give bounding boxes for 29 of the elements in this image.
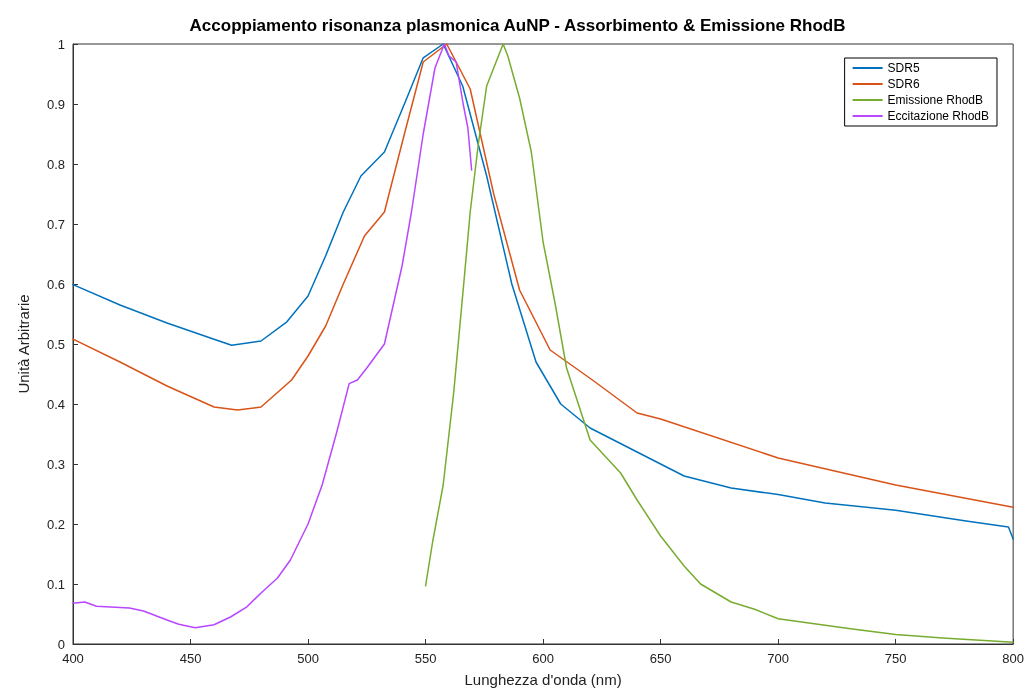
legend-label: SDR5 xyxy=(887,61,920,75)
line-series xyxy=(72,43,473,629)
x-tick-label: 550 xyxy=(414,651,437,666)
x-tick-label: 600 xyxy=(532,651,554,666)
x-tick-label: 800 xyxy=(1002,651,1025,666)
line-series xyxy=(424,43,1014,643)
y-tick-label: 0.3 xyxy=(46,456,65,472)
legend-label: SDR6 xyxy=(887,77,920,91)
y-tick-label: 0.9 xyxy=(46,96,65,112)
y-tick-label: 0.2 xyxy=(46,516,65,532)
legend-label: Eccitazione RhodB xyxy=(887,109,989,123)
y-tick-label: 0 xyxy=(57,636,65,652)
x-tick-label: 400 xyxy=(62,651,84,666)
x-tick-label: 700 xyxy=(767,651,789,666)
y-tick-label: 0.1 xyxy=(46,576,65,592)
legend-label: Emissione RhodB xyxy=(887,93,983,107)
chart-title: Accoppiamento risonanza plasmonica AuNP - Assorbimento & Emissione RhodB xyxy=(189,16,846,35)
y-axis-title: Unità Arbitrarie xyxy=(15,294,32,394)
y-tick-label: 1 xyxy=(57,36,65,52)
x-tick-label: 500 xyxy=(297,651,319,666)
x-axis-title: Lunghezza d'onda (nm) xyxy=(464,671,622,688)
y-tick-label: 0.7 xyxy=(46,216,65,232)
x-tick-label: 450 xyxy=(179,651,202,666)
y-tick-label: 0.5 xyxy=(46,336,65,352)
x-tick-label: 650 xyxy=(649,651,672,666)
y-tick-label: 0.6 xyxy=(46,276,65,292)
y-tick-label: 0.8 xyxy=(46,156,65,172)
y-tick-label: 0.4 xyxy=(46,396,65,412)
x-tick-label: 750 xyxy=(884,651,907,666)
